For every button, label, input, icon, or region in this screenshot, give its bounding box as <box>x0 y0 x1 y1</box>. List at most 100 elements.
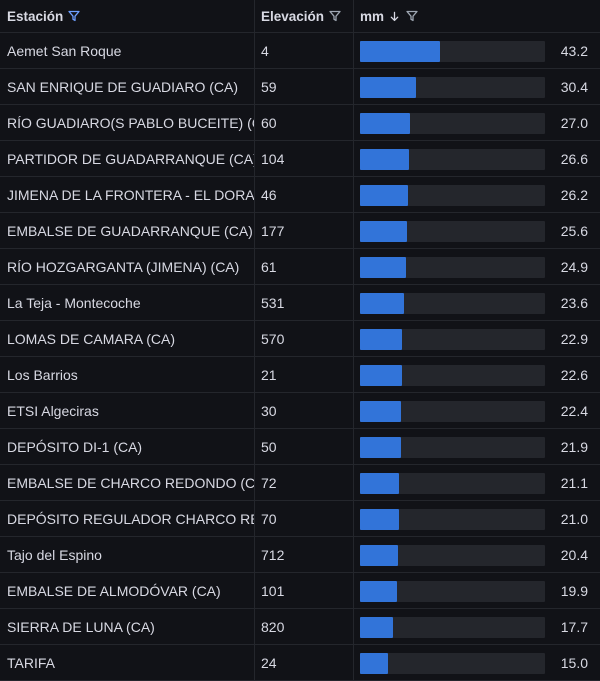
station-column-header[interactable]: Estación <box>0 0 255 32</box>
mm-value: 17.7 <box>560 618 588 635</box>
station-cell: EMBALSE DE GUADARRANQUE (CA) <box>0 213 255 248</box>
gauge-bar <box>360 149 410 170</box>
table-row: DEPÓSITO REGULADOR CHARCO REDONDO 70 21.0 <box>0 501 600 537</box>
mm-value: 26.2 <box>560 186 588 203</box>
elevation-value: 21 <box>261 366 277 383</box>
elevation-value: 570 <box>261 330 285 347</box>
gauge-track <box>360 221 545 242</box>
gauge-track <box>360 509 545 530</box>
table-row: EMBALSE DE GUADARRANQUE (CA) 177 25.6 <box>0 213 600 249</box>
mm-value: 43.2 <box>560 42 588 59</box>
table-row: LOMAS DE CAMARA (CA) 570 22.9 <box>0 321 600 357</box>
station-cell: EMBALSE DE ALMODÓVAR (CA) <box>0 573 255 608</box>
elevation-cell: 24 <box>255 645 354 680</box>
gauge-bar <box>360 365 402 386</box>
table-row: RÍO HOZGARGANTA (JIMENA) (CA) 61 24.9 <box>0 249 600 285</box>
elevation-value: 104 <box>261 150 285 167</box>
filter-icon[interactable] <box>68 10 80 22</box>
mm-cell: 23.6 <box>354 285 600 320</box>
station-cell: Aemet San Roque <box>0 33 255 68</box>
elevation-value: 820 <box>261 618 285 635</box>
mm-cell: 19.9 <box>354 573 600 608</box>
mm-value: 23.6 <box>560 294 588 311</box>
mm-cell: 22.9 <box>354 321 600 356</box>
station-header-label: Estación <box>7 8 64 24</box>
table-row: JIMENA DE LA FRONTERA - EL DORADO 46 26.2 <box>0 177 600 213</box>
mm-column-header[interactable]: mm <box>354 0 600 32</box>
elevation-value: 59 <box>261 78 277 95</box>
gauge-track <box>360 653 545 674</box>
mm-value: 21.9 <box>560 438 588 455</box>
mm-value: 15.0 <box>560 654 588 671</box>
gauge-track <box>360 329 545 350</box>
elevation-column-header[interactable]: Elevación <box>255 0 354 32</box>
station-name: DEPÓSITO REGULADOR CHARCO REDONDO <box>7 510 254 527</box>
mm-cell: 17.7 <box>354 609 600 644</box>
filter-icon[interactable] <box>406 10 418 22</box>
gauge-bar <box>360 329 403 350</box>
station-name: DEPÓSITO DI-1 (CA) <box>7 438 143 455</box>
elevation-cell: 50 <box>255 429 354 464</box>
mm-value: 22.9 <box>560 330 588 347</box>
station-cell: ETSI Algeciras <box>0 393 255 428</box>
gauge-track <box>360 77 545 98</box>
gauge-bar <box>360 77 417 98</box>
mm-cell: 26.6 <box>354 141 600 176</box>
mm-value: 21.1 <box>560 474 588 491</box>
table-row: DEPÓSITO DI-1 (CA) 50 21.9 <box>0 429 600 465</box>
table-row: ETSI Algeciras 30 22.4 <box>0 393 600 429</box>
mm-cell: 21.9 <box>354 429 600 464</box>
filter-icon[interactable] <box>329 10 341 22</box>
gauge-bar <box>360 293 404 314</box>
mm-cell: 24.9 <box>354 249 600 284</box>
elevation-value: 61 <box>261 258 277 275</box>
elevation-cell: 570 <box>255 321 354 356</box>
elevation-value: 712 <box>261 546 285 563</box>
elevation-cell: 101 <box>255 573 354 608</box>
elevation-cell: 712 <box>255 537 354 572</box>
elevation-value: 30 <box>261 402 277 419</box>
table-row: TARIFA 24 15.0 <box>0 645 600 681</box>
gauge-bar <box>360 257 407 278</box>
station-name: RÍO GUADIARO(S PABLO BUCEITE) (CA) <box>7 114 255 131</box>
mm-value: 22.6 <box>560 366 588 383</box>
elevation-value: 46 <box>261 186 277 203</box>
elevation-cell: 59 <box>255 69 354 104</box>
station-name: EMBALSE DE GUADARRANQUE (CA) <box>7 222 253 239</box>
table-row: Aemet San Roque 4 43.2 <box>0 33 600 69</box>
elevation-value: 4 <box>261 42 269 59</box>
gauge-bar <box>360 437 401 458</box>
station-name: SAN ENRIQUE DE GUADIARO (CA) <box>7 78 239 95</box>
gauge-track <box>360 149 545 170</box>
station-cell: DEPÓSITO DI-1 (CA) <box>0 429 255 464</box>
elevation-value: 531 <box>261 294 285 311</box>
mm-value: 26.6 <box>560 150 588 167</box>
station-cell: SIERRA DE LUNA (CA) <box>0 609 255 644</box>
mm-header-label: mm <box>360 8 385 24</box>
elevation-cell: 177 <box>255 213 354 248</box>
elevation-cell: 72 <box>255 465 354 500</box>
gauge-track <box>360 293 545 314</box>
station-cell: PARTIDOR DE GUADARRANQUE (CA) <box>0 141 255 176</box>
gauge-bar <box>360 185 409 206</box>
gauge-track <box>360 185 545 206</box>
station-name: Aemet San Roque <box>7 42 122 59</box>
sort-descending-icon[interactable] <box>389 11 400 22</box>
station-cell: Tajo del Espino <box>0 537 255 572</box>
mm-value: 27.0 <box>560 114 588 131</box>
station-cell: SAN ENRIQUE DE GUADIARO (CA) <box>0 69 255 104</box>
gauge-track <box>360 113 545 134</box>
table-header: Estación Elevación mm <box>0 0 600 33</box>
station-name: EMBALSE DE CHARCO REDONDO (CA) <box>7 474 255 491</box>
station-cell: EMBALSE DE CHARCO REDONDO (CA) <box>0 465 255 500</box>
gauge-bar <box>360 473 400 494</box>
gauge-bar <box>360 401 402 422</box>
gauge-track <box>360 581 545 602</box>
mm-cell: 21.1 <box>354 465 600 500</box>
mm-cell: 43.2 <box>354 33 600 68</box>
elevation-cell: 820 <box>255 609 354 644</box>
gauge-bar <box>360 545 398 566</box>
gauge-track <box>360 545 545 566</box>
mm-value: 30.4 <box>560 78 588 95</box>
gauge-track <box>360 401 545 422</box>
